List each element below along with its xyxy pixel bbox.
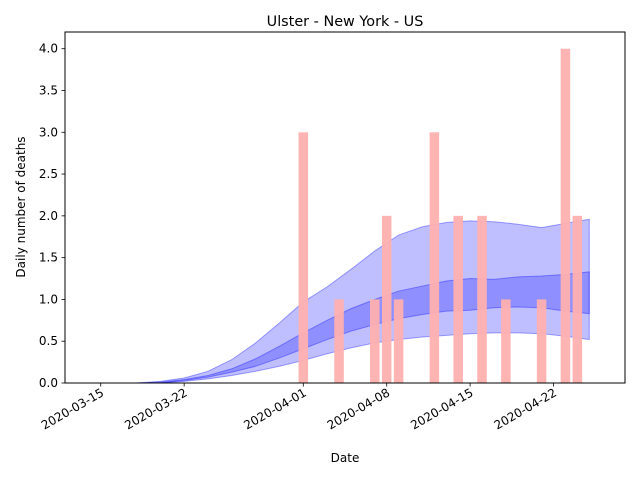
x-tick-label: 2020-04-22 [492, 385, 559, 432]
bar [381, 215, 392, 383]
x-tick-label: 2020-03-22 [122, 385, 189, 432]
inner-band [136, 271, 590, 384]
confidence-bands [136, 218, 590, 384]
bar [429, 132, 440, 383]
plot-frame [64, 31, 626, 384]
chart-title: Ulster - New York - US [267, 14, 424, 30]
bar [334, 299, 344, 383]
bar [560, 48, 571, 384]
x-tick-label: 2020-04-08 [325, 385, 392, 432]
bar [572, 215, 583, 383]
y-tick-label: 4.0 [39, 42, 58, 56]
bar [501, 299, 511, 383]
bar [393, 299, 404, 383]
y-tick-label: 2.5 [39, 167, 58, 181]
x-axis-label: Date [331, 451, 360, 465]
bar [536, 299, 547, 383]
x-tick-label: 2020-03-15 [39, 385, 106, 432]
y-tick-label: 0.0 [39, 376, 58, 390]
y-tick-label: 3.5 [39, 84, 58, 98]
x-axis-ticks: 2020-03-15 2020-03-22 2020-04-01 2020-04-08… [39, 383, 559, 432]
y-tick-label: 1.0 [39, 292, 58, 306]
bar [453, 215, 463, 383]
x-tick-label: 2020-04-01 [241, 385, 308, 432]
bar [298, 132, 309, 383]
bar [477, 215, 487, 383]
death-bars [298, 48, 583, 384]
y-tick-label: 2.0 [39, 209, 58, 223]
y-tick-label: 0.5 [39, 334, 58, 348]
x-tick-label: 2020-04-15 [408, 385, 475, 432]
bar [370, 299, 380, 383]
y-axis-ticks: 0.0 0.5 1.0 1.5 2.0 2.5 3.0 3.5 4.0 [39, 42, 65, 390]
outer-band [136, 218, 590, 384]
y-tick-label: 3.0 [39, 125, 58, 139]
y-axis-label: Daily number of deaths [14, 136, 28, 277]
y-tick-label: 1.5 [39, 251, 58, 265]
